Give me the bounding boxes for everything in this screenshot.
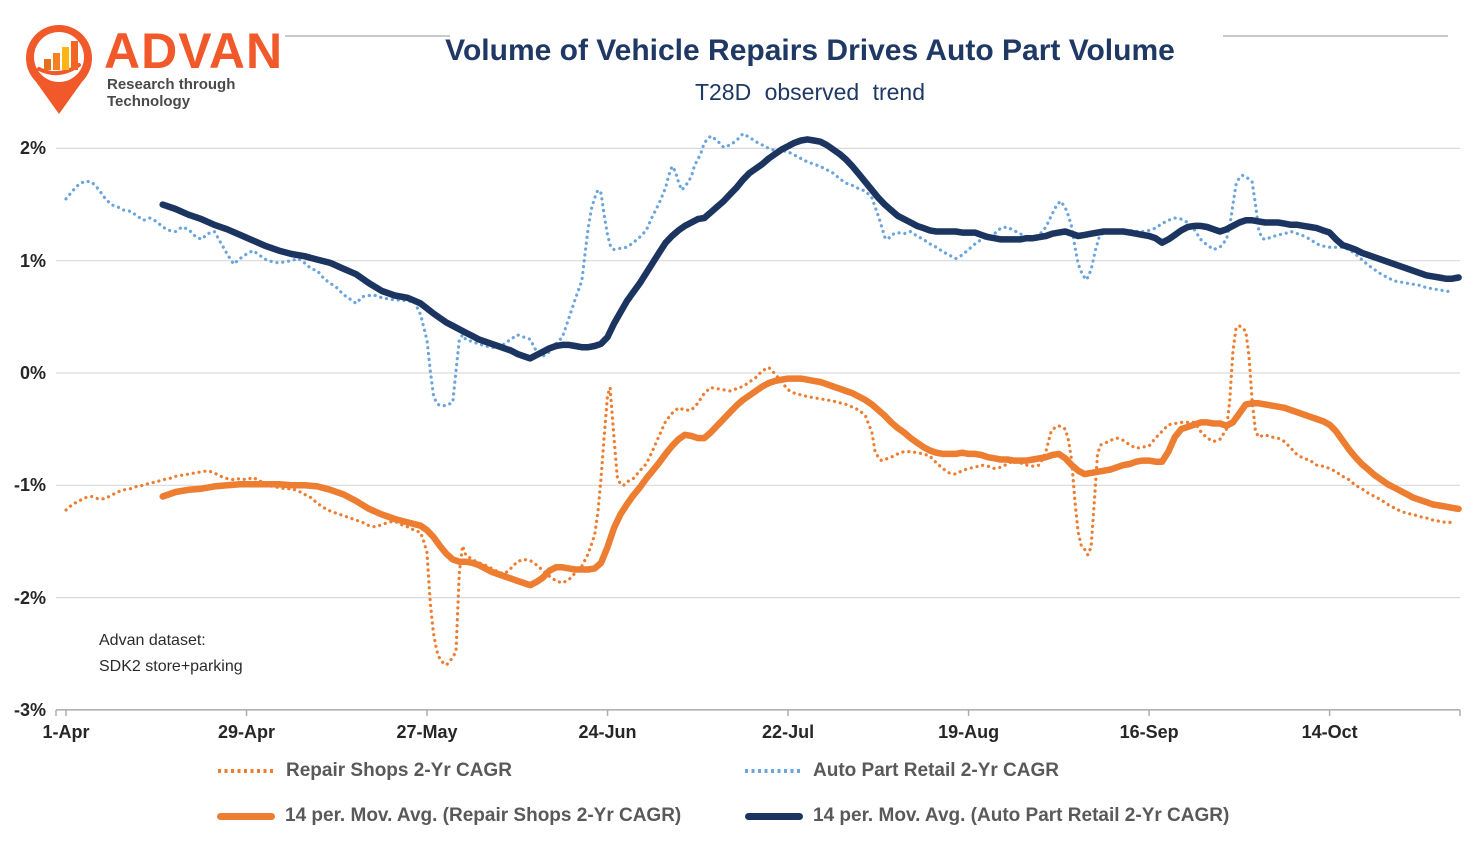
auto-part-dotted-swatch — [745, 769, 803, 773]
x-axis-tick-label: 24-Jun — [578, 722, 637, 742]
x-axis-tick-label: 14-Oct — [1301, 722, 1358, 742]
x-axis-tick-label: 19-Aug — [938, 722, 1000, 742]
advan-brand-text: ADVAN — [104, 23, 284, 79]
x-axis-tick-label: 1-Apr — [42, 722, 90, 742]
series-line-0 — [64, 324, 1454, 667]
advan-logo: ADVAN Research through Technology — [12, 12, 312, 114]
y-axis-tick-label: -2% — [13, 587, 46, 608]
header-rule-left — [285, 35, 450, 37]
legend-item-repair-shops-mov-avg: 14 per. Mov. Avg. (Repair Shops 2-Yr CAG… — [217, 805, 681, 827]
series-line-1 — [64, 132, 1454, 408]
x-axis-tick-label: 16-Sep — [1119, 722, 1179, 742]
y-axis-tick-label: 0% — [19, 363, 46, 383]
x-axis-tick-label: 27-May — [396, 722, 458, 742]
y-axis-tick-label: -3% — [13, 699, 46, 720]
dataset-annotation-line1: Advan dataset: — [99, 632, 206, 649]
y-axis-tick-label: 1% — [19, 250, 46, 271]
legend-label: Auto Part Retail 2-Yr CAGR — [813, 760, 1059, 781]
legend-item-auto-part-raw: Auto Part Retail 2-Yr CAGR — [745, 760, 1059, 782]
legend-label: 14 per. Mov. Avg. (Auto Part Retail 2-Yr… — [813, 805, 1230, 826]
x-axis-tick-label: 22-Jul — [762, 722, 815, 742]
advan-logo-pin-icon — [26, 25, 92, 114]
auto-part-mov-avg-swatch — [745, 812, 803, 820]
legend-item-auto-part-mov-avg: 14 per. Mov. Avg. (Auto Part Retail 2-Yr… — [745, 805, 1229, 827]
repair-shops-mov-avg-swatch — [217, 812, 275, 820]
advan-tagline: Research through Technology — [107, 76, 236, 110]
legend-item-repair-shops-raw: Repair Shops 2-Yr CAGR — [218, 760, 512, 782]
series-line-3 — [159, 136, 1462, 362]
y-axis-tick-label: 2% — [19, 138, 46, 159]
repair-shops-dotted-swatch — [218, 769, 276, 773]
page-title: Volume of Vehicle Repairs Drives Auto Pa… — [445, 34, 1175, 67]
page-subtitle: T28D observed trend — [694, 79, 926, 105]
legend-label: Repair Shops 2-Yr CAGR — [286, 760, 512, 781]
series-line-2 — [159, 375, 1462, 589]
y-axis-tick-label: -1% — [13, 475, 46, 496]
chart-header: Volume of Vehicle Repairs Drives Auto Pa… — [150, 34, 1470, 106]
dataset-annotation-line2: SDK2 store+parking — [99, 658, 243, 675]
legend-label: 14 per. Mov. Avg. (Repair Shops 2-Yr CAG… — [285, 805, 682, 826]
header-rule-right — [1223, 35, 1448, 37]
dataset-annotation: Advan dataset: SDK2 store+parking — [99, 628, 243, 680]
x-axis-tick-label: 29-Apr — [218, 722, 276, 742]
